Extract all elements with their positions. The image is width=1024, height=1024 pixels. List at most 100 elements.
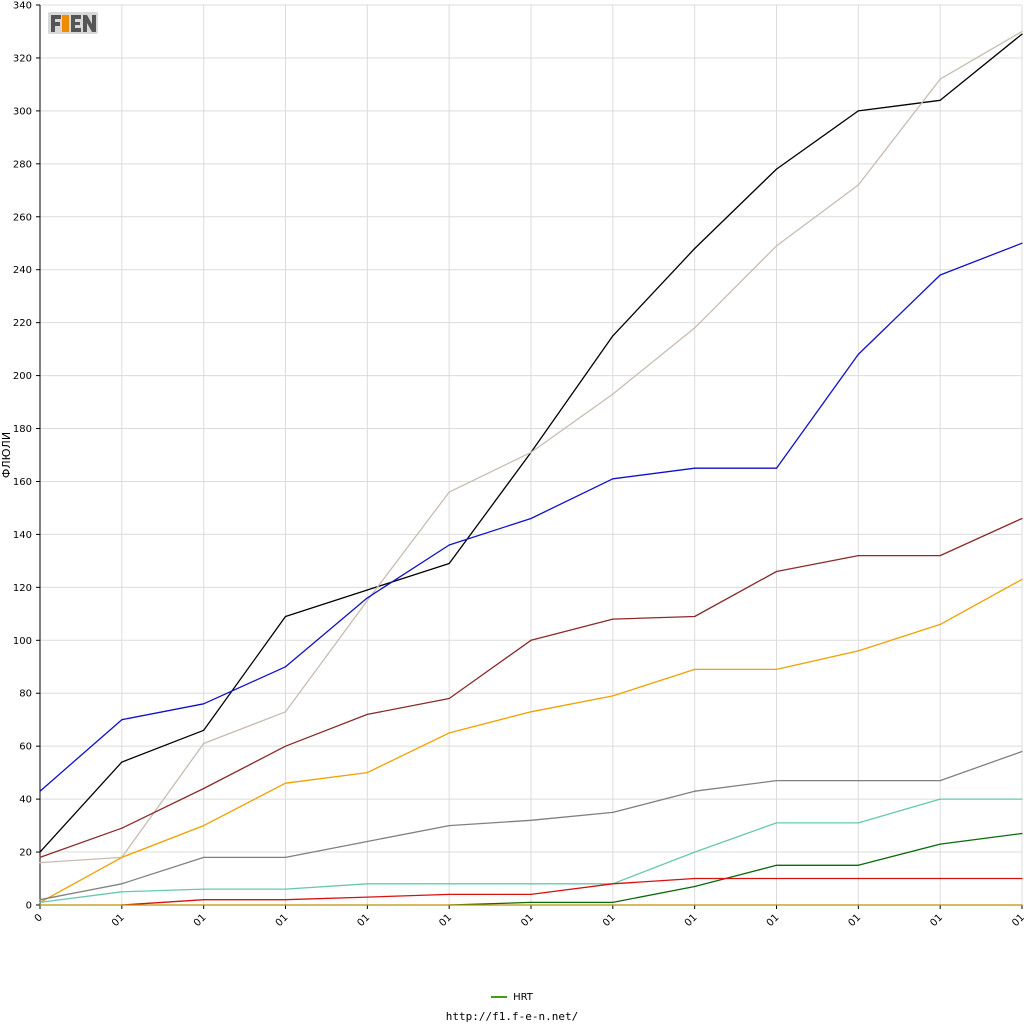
data-point — [39, 901, 41, 903]
y-tick-label: 140 — [13, 530, 32, 541]
data-point — [694, 885, 696, 888]
data-point — [530, 639, 532, 641]
data-point — [612, 883, 614, 885]
data-point — [939, 623, 941, 626]
data-point — [694, 904, 696, 906]
data-point — [39, 851, 41, 853]
legend-swatch — [491, 996, 508, 998]
data-point — [612, 478, 614, 480]
y-tick-label: 0 — [26, 901, 32, 912]
data-point — [939, 798, 941, 800]
data-point — [203, 703, 205, 705]
data-point — [121, 883, 123, 885]
data-point — [775, 822, 778, 824]
data-point — [366, 713, 368, 716]
data-point — [1021, 242, 1023, 244]
data-point — [939, 779, 941, 782]
legend: HRT — [0, 992, 1024, 1003]
data-point — [694, 790, 696, 792]
data-point — [857, 822, 859, 824]
data-point — [857, 779, 859, 782]
data-point — [612, 393, 614, 395]
data-point — [1021, 904, 1023, 906]
data-point — [939, 877, 941, 880]
series-lines — [39, 30, 1023, 906]
data-point — [366, 599, 368, 602]
data-point — [1021, 33, 1023, 35]
data-point — [694, 327, 696, 329]
data-point — [203, 904, 205, 906]
y-tick-label: 200 — [13, 371, 32, 382]
data-point — [448, 544, 450, 546]
data-point — [203, 899, 205, 901]
data-point — [448, 562, 450, 565]
data-point — [775, 779, 778, 782]
y-tick-label: 340 — [13, 1, 32, 12]
data-point — [530, 451, 532, 453]
data-point — [203, 787, 205, 790]
data-point — [939, 78, 941, 80]
y-tick-label: 80 — [19, 689, 32, 700]
legend-label: HRT — [513, 992, 533, 1003]
data-point — [448, 824, 450, 827]
y-tick-label: 260 — [13, 212, 32, 223]
data-point — [203, 856, 205, 858]
data-point — [775, 467, 778, 469]
data-point — [366, 589, 368, 591]
x-tick-labels: 0 01 01 01 01 01 01 01 01 01 01 01 01 — [33, 912, 1024, 929]
y-tick-labels: 0 20 40 60 80 100 120 140 160 180 200 220 240 260 280 3… — [13, 1, 32, 912]
data-point — [284, 904, 287, 906]
data-point — [530, 711, 532, 713]
data-point — [694, 851, 696, 853]
data-point — [366, 597, 368, 599]
data-point — [366, 883, 368, 885]
y-tick-label: 180 — [13, 424, 32, 435]
series-line-9 — [121, 877, 1022, 906]
data-point — [530, 893, 532, 896]
data-point — [694, 668, 696, 671]
data-point — [203, 888, 205, 890]
data-point — [857, 184, 859, 186]
x-tick-label: 01 — [110, 912, 127, 929]
data-point — [121, 891, 123, 893]
x-tick-label: 01 — [928, 912, 945, 929]
y-tick-label: 160 — [13, 477, 32, 488]
y-axis-label: ФЛЮЛИ — [0, 432, 13, 478]
data-point — [857, 904, 859, 906]
y-tick-label: 320 — [13, 53, 32, 64]
data-point — [1021, 517, 1023, 520]
data-point — [39, 862, 41, 864]
data-point — [775, 864, 778, 866]
data-point — [284, 666, 287, 668]
data-point — [857, 554, 859, 557]
x-tick-label: 0 — [33, 912, 45, 924]
data-point — [694, 877, 696, 880]
footer-url: http://f1.f-e-n.net/ — [445, 1010, 579, 1023]
data-point — [203, 729, 205, 731]
axes — [36, 4, 1023, 909]
data-point — [284, 782, 287, 784]
x-tick-label: 01 — [847, 912, 864, 929]
x-tick-label: 01 — [437, 912, 454, 929]
data-point — [448, 697, 450, 700]
data-point — [1021, 578, 1023, 581]
y-tick-label: 300 — [13, 106, 32, 117]
data-point — [694, 247, 696, 250]
data-point — [530, 904, 532, 906]
data-point — [775, 904, 778, 906]
data-point — [775, 245, 778, 247]
data-point — [1021, 877, 1023, 880]
data-point — [1021, 832, 1023, 835]
data-point — [39, 790, 41, 792]
data-point — [1021, 798, 1023, 800]
data-point — [939, 554, 941, 557]
data-point — [366, 896, 368, 898]
data-point — [530, 517, 532, 520]
y-tick-label: 220 — [13, 318, 32, 329]
data-point — [121, 827, 123, 829]
y-tick-label: 240 — [13, 265, 32, 276]
data-point — [857, 110, 859, 112]
y-tick-label: 120 — [13, 583, 32, 594]
data-point — [694, 467, 696, 469]
data-point — [284, 745, 287, 747]
